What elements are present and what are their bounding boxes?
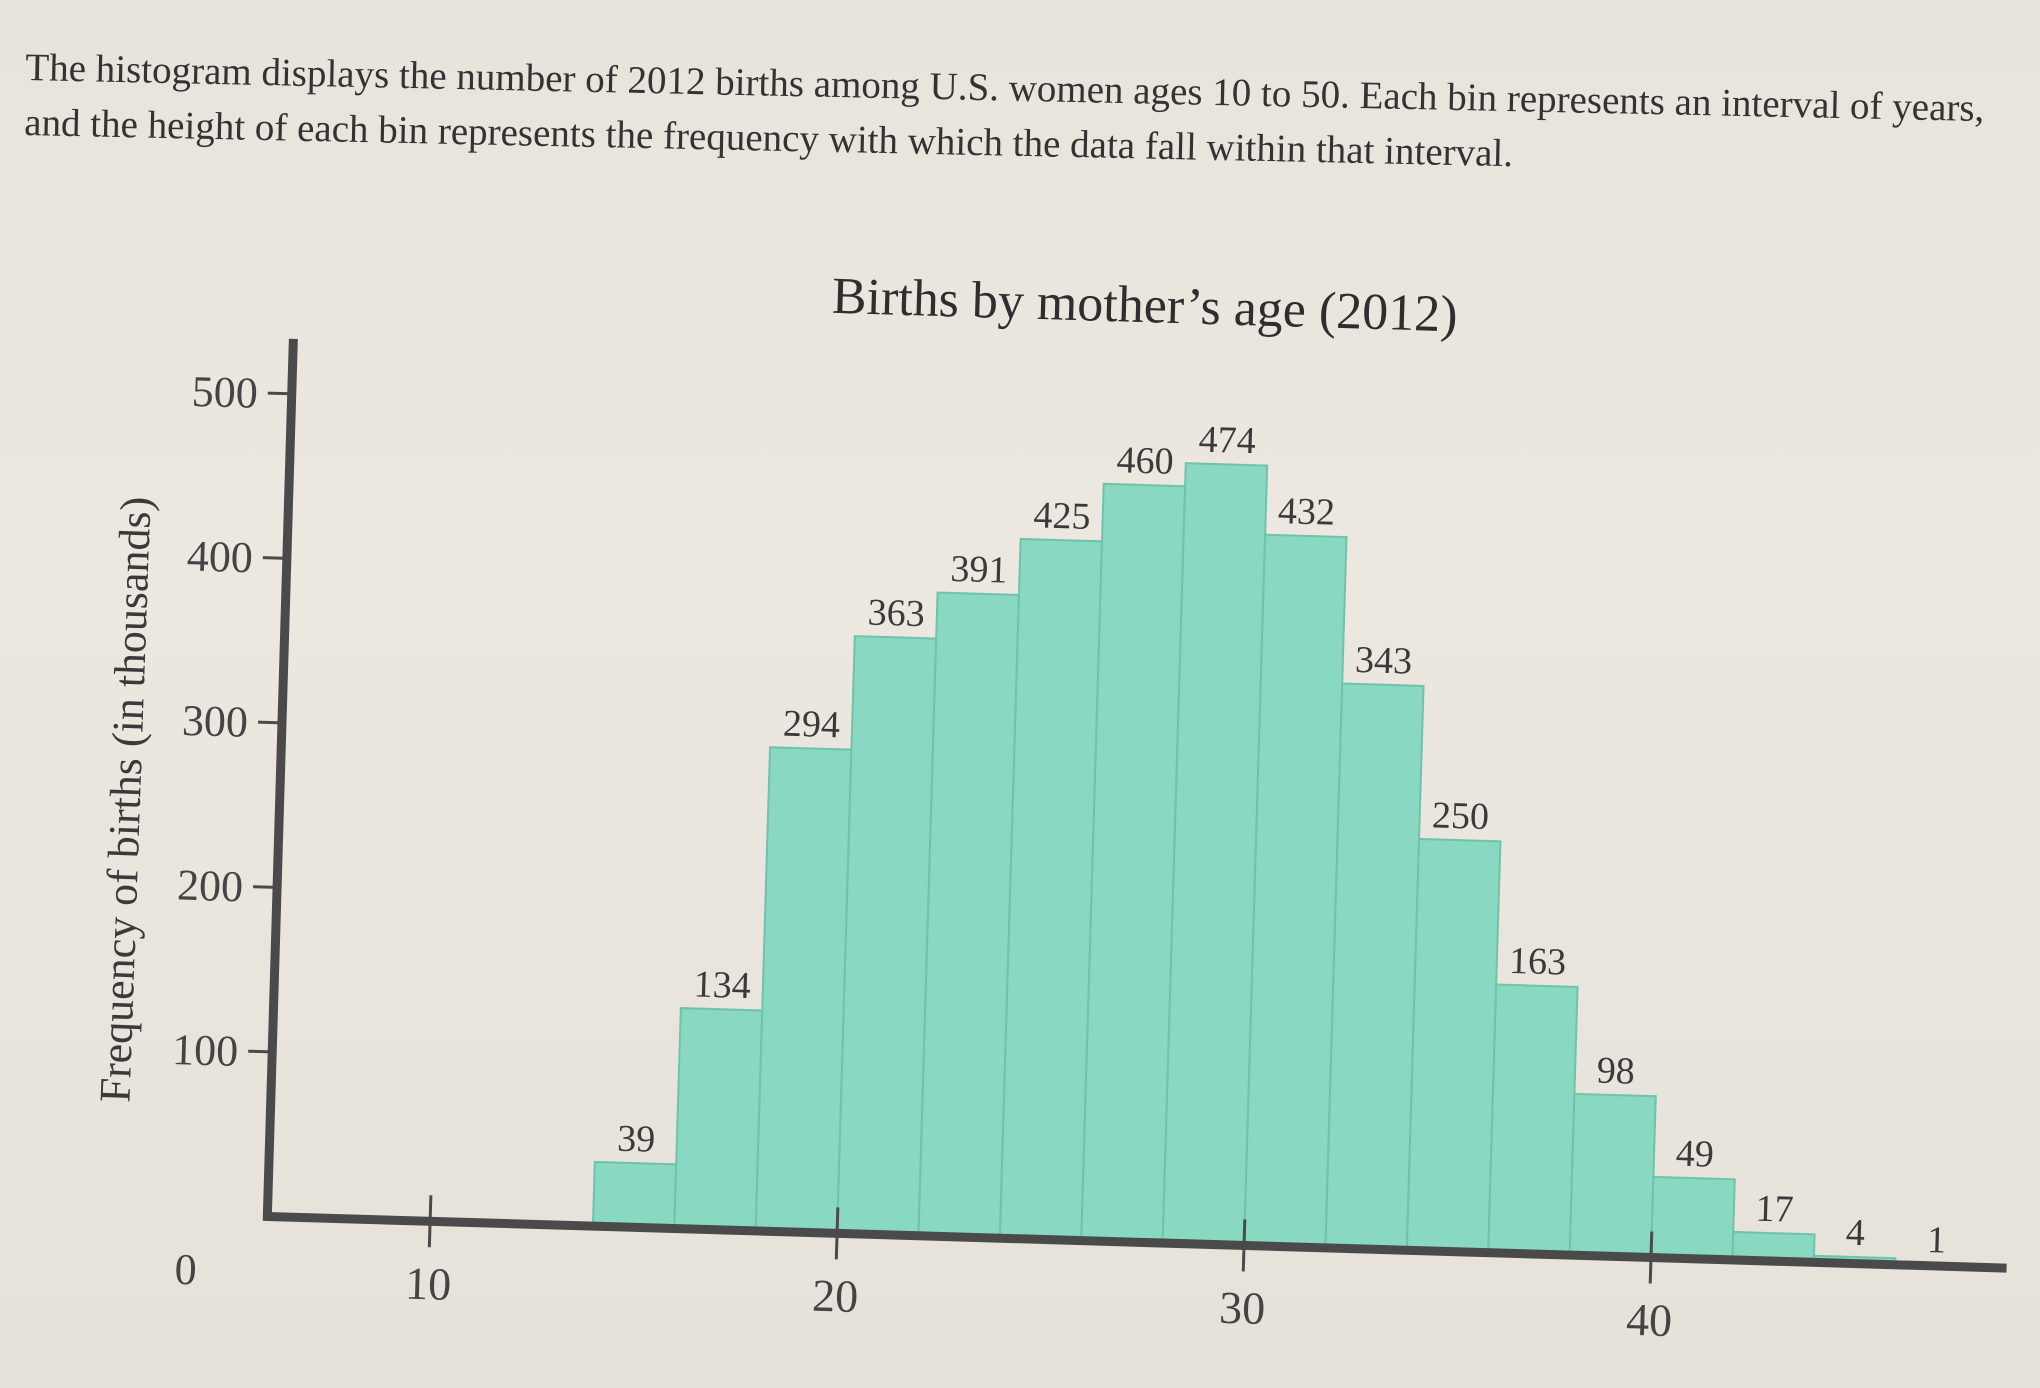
histogram-bar (1405, 837, 1502, 1254)
y-tick-mark (267, 391, 292, 396)
y-axis-line (262, 338, 298, 1221)
bar-value-label: 17 (1755, 1188, 1794, 1231)
x-tick-label: 10 (405, 1258, 452, 1310)
y-tick-label: 100 (172, 1025, 239, 1076)
histogram-bars (591, 462, 1978, 1269)
bar-value-label: 432 (1277, 490, 1335, 534)
bar-value-label: 39 (617, 1118, 656, 1161)
x-tick-label: 30 (1218, 1282, 1265, 1334)
bar-value-label: 163 (1508, 940, 1566, 984)
bar-value-labels: 39 134 294 363 391 425 460 474 432 343 250 163 98 49 1… (617, 419, 1947, 1262)
y-tick-mark (257, 720, 283, 725)
y-tick-mark (248, 1049, 273, 1054)
y-tick-label: 500 (191, 367, 258, 418)
y-tick-mark (253, 885, 278, 889)
y-zero-label: 0 (174, 1245, 197, 1295)
bar-value-label: 343 (1354, 639, 1412, 683)
y-tick-label: 200 (176, 860, 243, 911)
x-tick-mark (1648, 1231, 1654, 1284)
x-tick-mark (834, 1207, 840, 1260)
histogram-bar (1649, 1175, 1736, 1261)
histogram-bar (673, 1007, 764, 1232)
bar-value-label: 363 (867, 592, 925, 636)
histogram-bar (1568, 1092, 1657, 1259)
x-axis-ticks: 10 20 30 40 (405, 1195, 1673, 1346)
x-tick-label: 40 (1625, 1294, 1672, 1346)
y-tick-label: 400 (186, 531, 253, 582)
y-tick-mark (262, 556, 287, 560)
x-tick-mark (1241, 1219, 1247, 1272)
histogram-bar (591, 1160, 678, 1230)
histogram-bar (754, 746, 853, 1235)
bar-value-label: 391 (950, 548, 1008, 592)
y-axis-ticks: 100 200 300 400 500 0 (172, 367, 292, 1295)
bar-value-label: 425 (1033, 494, 1091, 538)
bar-value-label: 250 (1431, 794, 1489, 838)
bar-value-label: 49 (1675, 1133, 1714, 1176)
chart-axes (262, 338, 2007, 1273)
chart-title: Births by mother’s age (2012) (831, 268, 1458, 344)
bar-value-label: 1 (1927, 1219, 1947, 1262)
y-tick-label: 300 (181, 696, 248, 747)
x-tick-mark (427, 1195, 433, 1248)
y-axis-label: Frequency of births (in thousands) (90, 496, 160, 1103)
bar-value-label: 294 (782, 703, 840, 747)
x-tick-label: 20 (811, 1270, 858, 1322)
bar-value-label: 474 (1198, 419, 1256, 463)
bar-value-label: 134 (693, 963, 751, 1007)
bar-value-label: 98 (1596, 1050, 1635, 1093)
x-axis-line (263, 1211, 2007, 1273)
bar-value-label: 460 (1116, 439, 1174, 483)
bar-value-label: 4 (1845, 1212, 1865, 1255)
histogram-bar (1487, 983, 1579, 1257)
